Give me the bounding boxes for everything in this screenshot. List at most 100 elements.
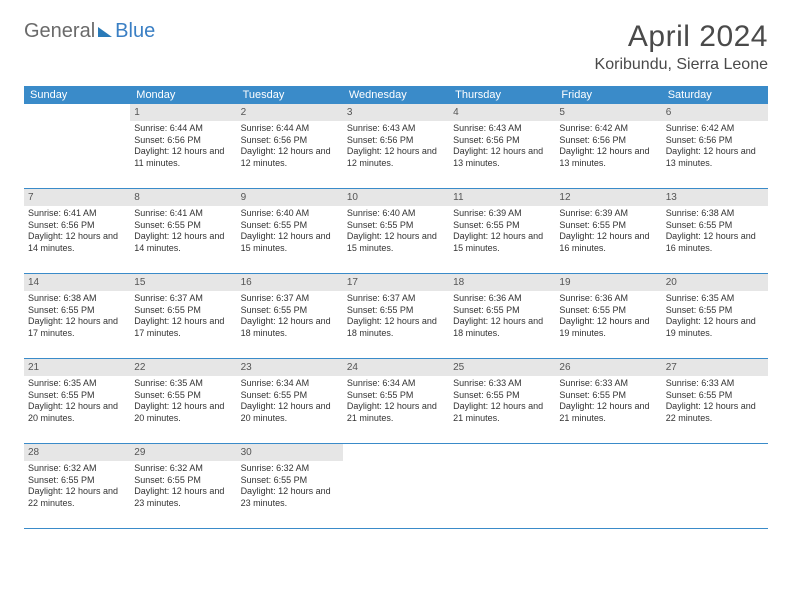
day-cell: 19Sunrise: 6:36 AMSunset: 6:55 PMDayligh… xyxy=(555,274,661,358)
day-body: Sunrise: 6:36 AMSunset: 6:55 PMDaylight:… xyxy=(449,291,555,344)
day-body: Sunrise: 6:44 AMSunset: 6:56 PMDaylight:… xyxy=(237,121,343,174)
sunset-text: Sunset: 6:55 PM xyxy=(347,390,445,402)
sunset-text: Sunset: 6:56 PM xyxy=(559,135,657,147)
day-number: 30 xyxy=(237,444,343,461)
day-cell xyxy=(343,444,449,528)
daylight-text: Daylight: 12 hours and 15 minutes. xyxy=(453,231,551,254)
weekday-header-cell: Saturday xyxy=(662,86,768,104)
day-body: Sunrise: 6:36 AMSunset: 6:55 PMDaylight:… xyxy=(555,291,661,344)
day-cell: 17Sunrise: 6:37 AMSunset: 6:55 PMDayligh… xyxy=(343,274,449,358)
daylight-text: Daylight: 12 hours and 18 minutes. xyxy=(347,316,445,339)
day-body: Sunrise: 6:33 AMSunset: 6:55 PMDaylight:… xyxy=(449,376,555,429)
sunrise-text: Sunrise: 6:39 AM xyxy=(453,208,551,220)
sunset-text: Sunset: 6:56 PM xyxy=(347,135,445,147)
sunrise-text: Sunrise: 6:44 AM xyxy=(241,123,339,135)
day-number: 11 xyxy=(449,189,555,206)
sunrise-text: Sunrise: 6:33 AM xyxy=(559,378,657,390)
day-body: Sunrise: 6:32 AMSunset: 6:55 PMDaylight:… xyxy=(24,461,130,514)
sunset-text: Sunset: 6:55 PM xyxy=(241,220,339,232)
sunset-text: Sunset: 6:55 PM xyxy=(666,305,764,317)
day-cell: 24 Sunrise: 6:34 AMSunset: 6:55 PMDayligh… xyxy=(343,359,449,443)
daylight-text: Daylight: 12 hours and 13 minutes. xyxy=(453,146,551,169)
day-body: Sunrise: 6:42 AMSunset: 6:56 PMDaylight:… xyxy=(555,121,661,174)
sunrise-text: Sunrise: 6:38 AM xyxy=(28,293,126,305)
day-cell: 25Sunrise: 6:33 AMSunset: 6:55 PMDayligh… xyxy=(449,359,555,443)
daylight-text: Daylight: 12 hours and 19 minutes. xyxy=(559,316,657,339)
daylight-text: Daylight: 12 hours and 14 minutes. xyxy=(28,231,126,254)
sunset-text: Sunset: 6:55 PM xyxy=(134,390,232,402)
day-body: Sunrise: 6:38 AMSunset: 6:55 PMDaylight:… xyxy=(24,291,130,344)
weeks-container: 1Sunrise: 6:44 AMSunset: 6:56 PMDaylight… xyxy=(24,104,768,529)
day-number: 14 xyxy=(24,274,130,291)
day-cell: 5Sunrise: 6:42 AMSunset: 6:56 PMDaylight… xyxy=(555,104,661,188)
daylight-text: Daylight: 12 hours and 20 minutes. xyxy=(28,401,126,424)
day-cell: 8Sunrise: 6:41 AMSunset: 6:55 PMDaylight… xyxy=(130,189,236,273)
day-body: Sunrise: 6:34 AMSunset: 6:55 PMDaylight:… xyxy=(237,376,343,429)
day-number: 24 xyxy=(343,359,449,376)
day-body: Sunrise: 6:43 AMSunset: 6:56 PMDaylight:… xyxy=(343,121,449,174)
day-number: 23 xyxy=(237,359,343,376)
day-cell: 2Sunrise: 6:44 AMSunset: 6:56 PMDaylight… xyxy=(237,104,343,188)
daylight-text: Daylight: 12 hours and 16 minutes. xyxy=(666,231,764,254)
week-row: 14Sunrise: 6:38 AMSunset: 6:55 PMDayligh… xyxy=(24,274,768,359)
sunset-text: Sunset: 6:55 PM xyxy=(347,305,445,317)
day-body: Sunrise: 6:37 AMSunset: 6:55 PMDaylight:… xyxy=(237,291,343,344)
weekday-header-cell: Sunday xyxy=(24,86,130,104)
sunset-text: Sunset: 6:55 PM xyxy=(559,220,657,232)
day-number: 12 xyxy=(555,189,661,206)
header-row: General Blue April 2024 Koribundu, Sierr… xyxy=(24,20,768,74)
day-body: Sunrise: 6:40 AMSunset: 6:55 PMDaylight:… xyxy=(343,206,449,259)
sunrise-text: Sunrise: 6:32 AM xyxy=(28,463,126,475)
weekday-header-cell: Tuesday xyxy=(237,86,343,104)
day-cell: 1Sunrise: 6:44 AMSunset: 6:56 PMDaylight… xyxy=(130,104,236,188)
logo-triangle-icon xyxy=(98,27,112,37)
day-cell: 14Sunrise: 6:38 AMSunset: 6:55 PMDayligh… xyxy=(24,274,130,358)
sunrise-text: Sunrise: 6:37 AM xyxy=(347,293,445,305)
sunrise-text: Sunrise: 6:34 AM xyxy=(347,378,445,390)
daylight-text: Daylight: 12 hours and 18 minutes. xyxy=(453,316,551,339)
day-cell: 9Sunrise: 6:40 AMSunset: 6:55 PMDaylight… xyxy=(237,189,343,273)
day-cell: 16Sunrise: 6:37 AMSunset: 6:55 PMDayligh… xyxy=(237,274,343,358)
day-cell: 12Sunrise: 6:39 AMSunset: 6:55 PMDayligh… xyxy=(555,189,661,273)
day-number: 1 xyxy=(130,104,236,121)
day-cell: 10Sunrise: 6:40 AMSunset: 6:55 PMDayligh… xyxy=(343,189,449,273)
daylight-text: Daylight: 12 hours and 23 minutes. xyxy=(241,486,339,509)
day-number: 2 xyxy=(237,104,343,121)
sunrise-text: Sunrise: 6:42 AM xyxy=(666,123,764,135)
sunrise-text: Sunrise: 6:34 AM xyxy=(241,378,339,390)
day-cell: 21Sunrise: 6:35 AMSunset: 6:55 PMDayligh… xyxy=(24,359,130,443)
day-cell xyxy=(24,104,130,188)
sunrise-text: Sunrise: 6:42 AM xyxy=(559,123,657,135)
day-cell: 18Sunrise: 6:36 AMSunset: 6:55 PMDayligh… xyxy=(449,274,555,358)
daylight-text: Daylight: 12 hours and 12 minutes. xyxy=(347,146,445,169)
sunrise-text: Sunrise: 6:40 AM xyxy=(347,208,445,220)
sunset-text: Sunset: 6:55 PM xyxy=(28,475,126,487)
sunrise-text: Sunrise: 6:41 AM xyxy=(28,208,126,220)
day-cell xyxy=(662,444,768,528)
day-number: 20 xyxy=(662,274,768,291)
day-number: 3 xyxy=(343,104,449,121)
sunrise-text: Sunrise: 6:33 AM xyxy=(666,378,764,390)
day-body: Sunrise: 6:32 AMSunset: 6:55 PMDaylight:… xyxy=(130,461,236,514)
week-row: 21Sunrise: 6:35 AMSunset: 6:55 PMDayligh… xyxy=(24,359,768,444)
day-number: 26 xyxy=(555,359,661,376)
day-cell: 28Sunrise: 6:32 AMSunset: 6:55 PMDayligh… xyxy=(24,444,130,528)
weekday-header-cell: Friday xyxy=(555,86,661,104)
day-body: Sunrise: 6:43 AMSunset: 6:56 PMDaylight:… xyxy=(449,121,555,174)
daylight-text: Daylight: 12 hours and 21 minutes. xyxy=(559,401,657,424)
sunset-text: Sunset: 6:55 PM xyxy=(28,390,126,402)
sunrise-text: Sunrise: 6:43 AM xyxy=(347,123,445,135)
day-number: 29 xyxy=(130,444,236,461)
sunset-text: Sunset: 6:55 PM xyxy=(453,390,551,402)
day-body: Sunrise: 6:39 AMSunset: 6:55 PMDaylight:… xyxy=(555,206,661,259)
day-number: 4 xyxy=(449,104,555,121)
day-body: Sunrise: 6:42 AMSunset: 6:56 PMDaylight:… xyxy=(662,121,768,174)
day-number: 6 xyxy=(662,104,768,121)
day-number: 7 xyxy=(24,189,130,206)
day-body: Sunrise: 6:40 AMSunset: 6:55 PMDaylight:… xyxy=(237,206,343,259)
sunset-text: Sunset: 6:55 PM xyxy=(134,220,232,232)
day-body: Sunrise: 6:39 AMSunset: 6:55 PMDaylight:… xyxy=(449,206,555,259)
daylight-text: Daylight: 12 hours and 21 minutes. xyxy=(347,401,445,424)
sunrise-text: Sunrise: 6:43 AM xyxy=(453,123,551,135)
sunset-text: Sunset: 6:55 PM xyxy=(134,305,232,317)
